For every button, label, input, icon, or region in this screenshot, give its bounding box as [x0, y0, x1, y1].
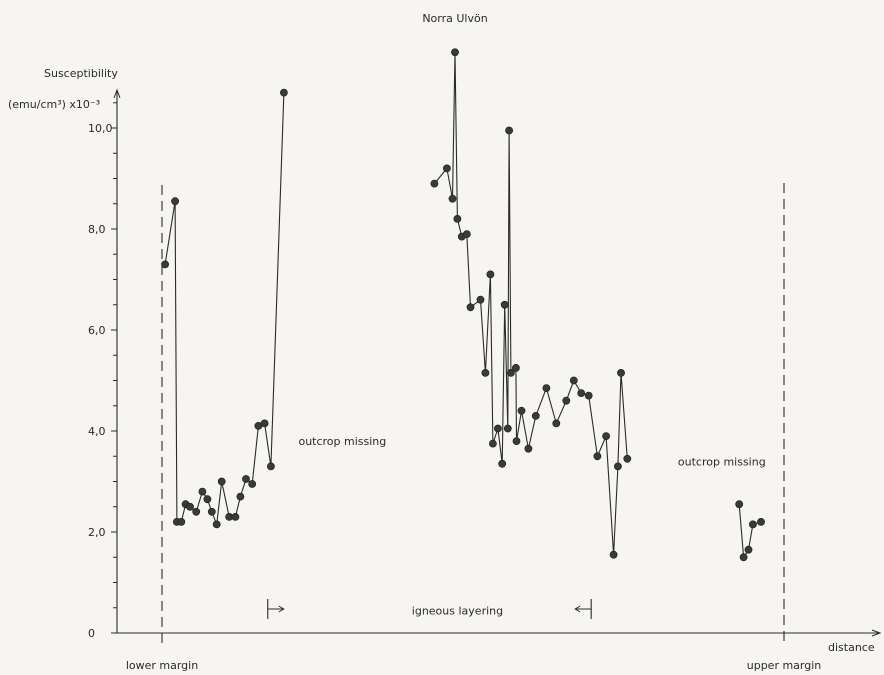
- data-point: [248, 480, 257, 488]
- data-point: [217, 477, 226, 486]
- data-point: [739, 553, 748, 562]
- x-axis-title: distance: [828, 641, 875, 654]
- data-point: [517, 406, 526, 415]
- data-point: [569, 376, 578, 385]
- annotation-label: outcrop missing: [678, 455, 766, 468]
- y-tick-label: 8,0: [88, 223, 106, 236]
- data-point: [757, 518, 765, 526]
- data-point: [192, 507, 201, 516]
- data-point: [203, 495, 212, 504]
- data-series: [161, 48, 765, 562]
- y-axis-unit: (emu/cm³) x10⁻³: [8, 98, 100, 111]
- annotations: outcrop missing outcrop missing igneous la…: [298, 435, 765, 617]
- data-point: [466, 303, 475, 312]
- axes: 0 2,0 4,0 6,0 8,0 10,0: [88, 88, 882, 640]
- data-point: [198, 487, 207, 496]
- data-point: [614, 462, 622, 471]
- data-point: [488, 439, 497, 448]
- data-point: [236, 492, 245, 501]
- series-line-2: [433, 51, 628, 556]
- data-point: [623, 454, 632, 463]
- data-point: [512, 437, 521, 445]
- data-point: [481, 368, 490, 377]
- data-point: [231, 513, 240, 521]
- data-point: [505, 126, 513, 135]
- data-point: [207, 507, 216, 516]
- data-point: [512, 363, 520, 372]
- annotation-label: igneous layering: [412, 604, 503, 617]
- data-point: [744, 545, 753, 554]
- data-point: [171, 197, 179, 206]
- data-point: [609, 550, 618, 559]
- data-point: [617, 368, 625, 377]
- y-tick-label: 2,0: [88, 526, 106, 539]
- data-point: [279, 88, 288, 97]
- data-point: [562, 396, 571, 405]
- data-point: [524, 444, 533, 453]
- lower-margin-label: lower margin: [126, 659, 198, 672]
- chart-title: Norra Ulvön: [422, 12, 487, 25]
- igneous-layering-range: [267, 599, 592, 619]
- data-point: [161, 260, 169, 269]
- data-point: [749, 520, 757, 529]
- data-point: [442, 164, 451, 173]
- data-point: [531, 411, 540, 420]
- y-axis-arrow: [113, 88, 121, 99]
- y-axis-title: Susceptibility: [44, 67, 118, 80]
- y-tick-label: 6,0: [88, 324, 106, 337]
- x-axis-arrow: [871, 629, 882, 637]
- data-point: [266, 462, 275, 471]
- data-point: [498, 459, 507, 468]
- data-point: [242, 475, 250, 483]
- data-point: [260, 419, 269, 428]
- data-point: [500, 300, 509, 309]
- data-point: [448, 194, 457, 203]
- data-point: [593, 452, 602, 461]
- data-point: [577, 389, 586, 397]
- y-tick-label: 10,0: [88, 122, 113, 135]
- range-end-arrowhead: [574, 605, 581, 613]
- data-point: [451, 48, 459, 57]
- data-point: [476, 295, 485, 304]
- data-point: [503, 424, 512, 433]
- data-point: [542, 384, 551, 392]
- upper-margin-label: upper margin: [747, 659, 822, 672]
- data-point: [430, 179, 439, 188]
- data-point: [602, 432, 610, 440]
- data-point: [493, 424, 502, 433]
- series-line-1: [164, 92, 285, 525]
- y-tick-label: 4,0: [88, 425, 106, 438]
- data-point: [506, 368, 515, 377]
- data-point: [735, 500, 744, 509]
- data-point: [453, 214, 462, 223]
- data-point: [212, 520, 221, 529]
- y-tick-label: 0: [88, 627, 95, 640]
- range-start-arrowhead: [278, 605, 285, 613]
- annotation-label: outcrop missing: [298, 435, 386, 448]
- data-point: [462, 230, 471, 238]
- data-point: [186, 502, 194, 511]
- data-point: [177, 518, 186, 526]
- data-point: [552, 419, 561, 428]
- margin-lines: lower margin upper margin: [126, 183, 821, 672]
- data-point: [486, 270, 495, 279]
- data-point: [584, 391, 593, 400]
